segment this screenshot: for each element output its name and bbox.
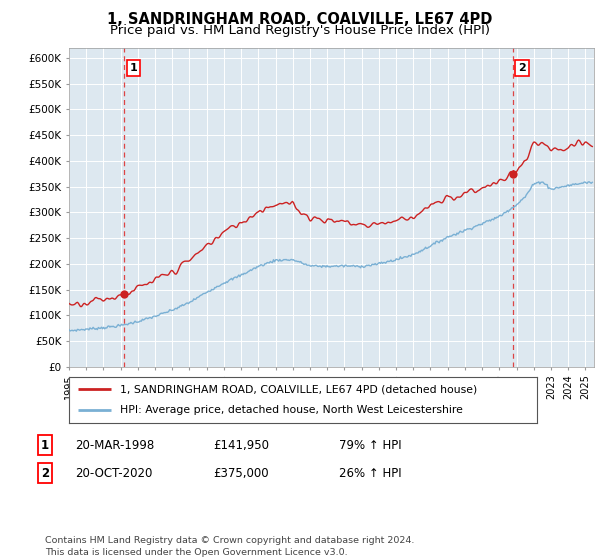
Text: 20-OCT-2020: 20-OCT-2020 [75, 466, 152, 480]
Text: 2: 2 [518, 63, 526, 73]
Text: HPI: Average price, detached house, North West Leicestershire: HPI: Average price, detached house, Nort… [121, 405, 463, 416]
Text: 79% ↑ HPI: 79% ↑ HPI [339, 438, 401, 452]
Text: Price paid vs. HM Land Registry's House Price Index (HPI): Price paid vs. HM Land Registry's House … [110, 24, 490, 36]
Text: 1: 1 [41, 438, 49, 452]
Text: 1: 1 [130, 63, 137, 73]
Text: £375,000: £375,000 [213, 466, 269, 480]
Text: 20-MAR-1998: 20-MAR-1998 [75, 438, 154, 452]
Text: 26% ↑ HPI: 26% ↑ HPI [339, 466, 401, 480]
Text: 2: 2 [41, 466, 49, 480]
Text: 1, SANDRINGHAM ROAD, COALVILLE, LE67 4PD (detached house): 1, SANDRINGHAM ROAD, COALVILLE, LE67 4PD… [121, 384, 478, 394]
Text: 1, SANDRINGHAM ROAD, COALVILLE, LE67 4PD: 1, SANDRINGHAM ROAD, COALVILLE, LE67 4PD [107, 12, 493, 27]
Text: £141,950: £141,950 [213, 438, 269, 452]
Text: Contains HM Land Registry data © Crown copyright and database right 2024.
This d: Contains HM Land Registry data © Crown c… [45, 536, 415, 557]
